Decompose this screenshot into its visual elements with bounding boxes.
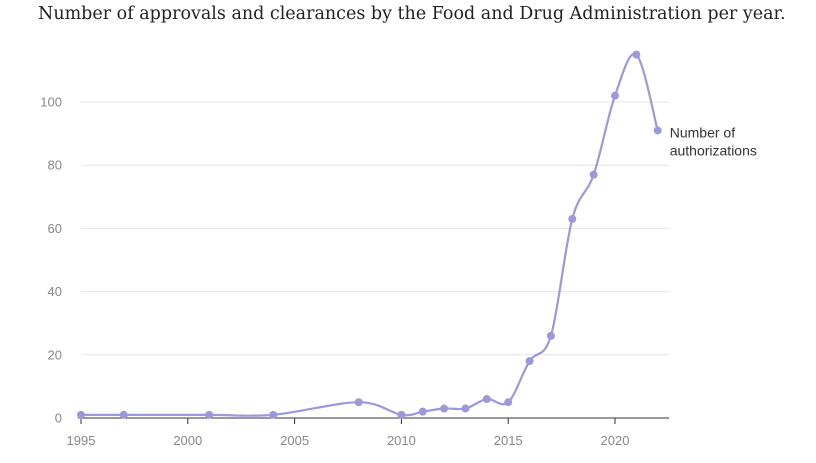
series-name-label: Number of authorizations xyxy=(670,124,757,158)
data-point-2019[interactable] xyxy=(589,170,598,179)
data-point-2016[interactable] xyxy=(525,357,534,366)
data-point-2008[interactable] xyxy=(354,398,363,407)
y-axis-ticks: 0 20 40 60 80 100 xyxy=(40,95,62,426)
x-tick-label: 2020 xyxy=(601,433,630,448)
y-tick-label: 100 xyxy=(40,95,62,110)
data-point-2021[interactable] xyxy=(632,50,641,59)
data-point-1995[interactable] xyxy=(77,410,85,419)
data-point-2015[interactable] xyxy=(504,398,513,407)
data-point-2004[interactable] xyxy=(269,410,278,419)
y-tick-label: 40 xyxy=(48,284,62,299)
x-tick-label: 2015 xyxy=(494,433,523,448)
data-point-2011[interactable] xyxy=(418,407,427,416)
data-point-1997[interactable] xyxy=(119,410,128,419)
y-tick-label: 60 xyxy=(48,221,62,236)
data-point-2010[interactable] xyxy=(397,410,406,419)
series-layer xyxy=(77,50,662,419)
y-tick-label: 80 xyxy=(48,158,62,173)
data-point-2018[interactable] xyxy=(568,214,577,223)
series-line-0 xyxy=(81,52,659,417)
x-tick-label: 2005 xyxy=(280,433,309,448)
x-tick-label: 2010 xyxy=(387,433,416,448)
data-point-2012[interactable] xyxy=(440,404,449,413)
y-tick-label: 20 xyxy=(48,347,62,362)
series-label: Number of authorizations xyxy=(670,124,757,158)
data-point-2001[interactable] xyxy=(205,410,214,419)
data-point-2013[interactable] xyxy=(461,404,470,413)
gridlines xyxy=(81,101,669,356)
data-point-2022[interactable] xyxy=(653,126,662,135)
x-tick-label: 2000 xyxy=(173,433,202,448)
chart-title: Number of approvals and clearances by th… xyxy=(38,4,786,24)
data-point-2017[interactable] xyxy=(546,331,555,340)
data-point-2020[interactable] xyxy=(611,91,619,100)
y-tick-label: 0 xyxy=(55,411,62,426)
x-axis-ticks: 1995 2000 2005 2010 2015 2020 xyxy=(67,418,630,448)
x-tick-label: 1995 xyxy=(67,433,96,448)
data-point-2014[interactable] xyxy=(482,395,491,404)
